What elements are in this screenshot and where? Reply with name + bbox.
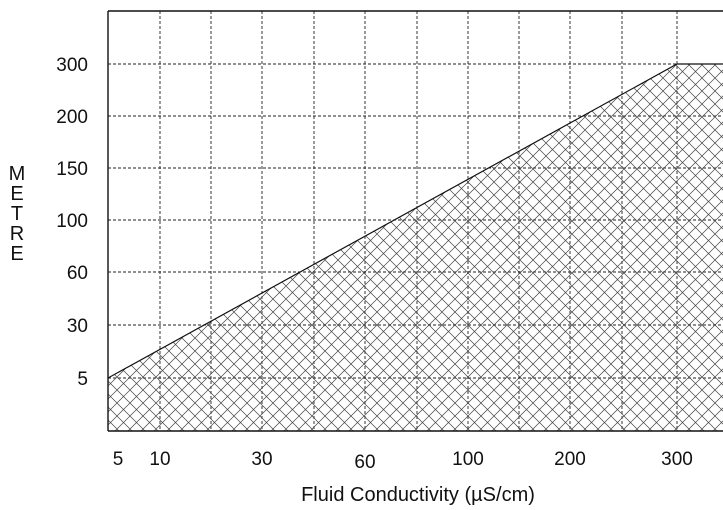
y-axis-title-letter: E <box>10 243 23 265</box>
x-tick-label: 5 <box>113 449 124 470</box>
coverage-area <box>108 64 723 431</box>
y-tick-label: 30 <box>67 316 88 337</box>
x-tick-label: 30 <box>251 449 272 470</box>
y-tick-label: 200 <box>56 107 88 128</box>
y-tick-label: 5 <box>77 369 88 390</box>
y-tick-label: 60 <box>67 263 88 284</box>
y-axis-title-letter: E <box>10 183 23 205</box>
y-tick-label: 150 <box>56 159 88 180</box>
x-tick-label: 100 <box>452 449 484 470</box>
y-tick-label: 100 <box>56 211 88 232</box>
x-tick-label: 60 <box>354 452 375 473</box>
y-axis-title-letter: M <box>9 163 26 185</box>
y-tick-label: 300 <box>56 55 88 76</box>
x-axis-ticks: 5 10 30 60 100 200 300 <box>113 449 693 473</box>
x-tick-label: 200 <box>554 449 586 470</box>
y-axis-title-letter: R <box>10 223 24 245</box>
x-tick-label: 10 <box>149 449 170 470</box>
x-axis-title: Fluid Conductivity (µS/cm) <box>301 484 535 506</box>
boundary-line <box>108 63 723 379</box>
x-tick-label: 300 <box>661 449 693 470</box>
y-axis-title-letter: T <box>11 203 23 225</box>
y-axis-ticks: 5 30 60 100 150 200 300 <box>56 55 88 390</box>
